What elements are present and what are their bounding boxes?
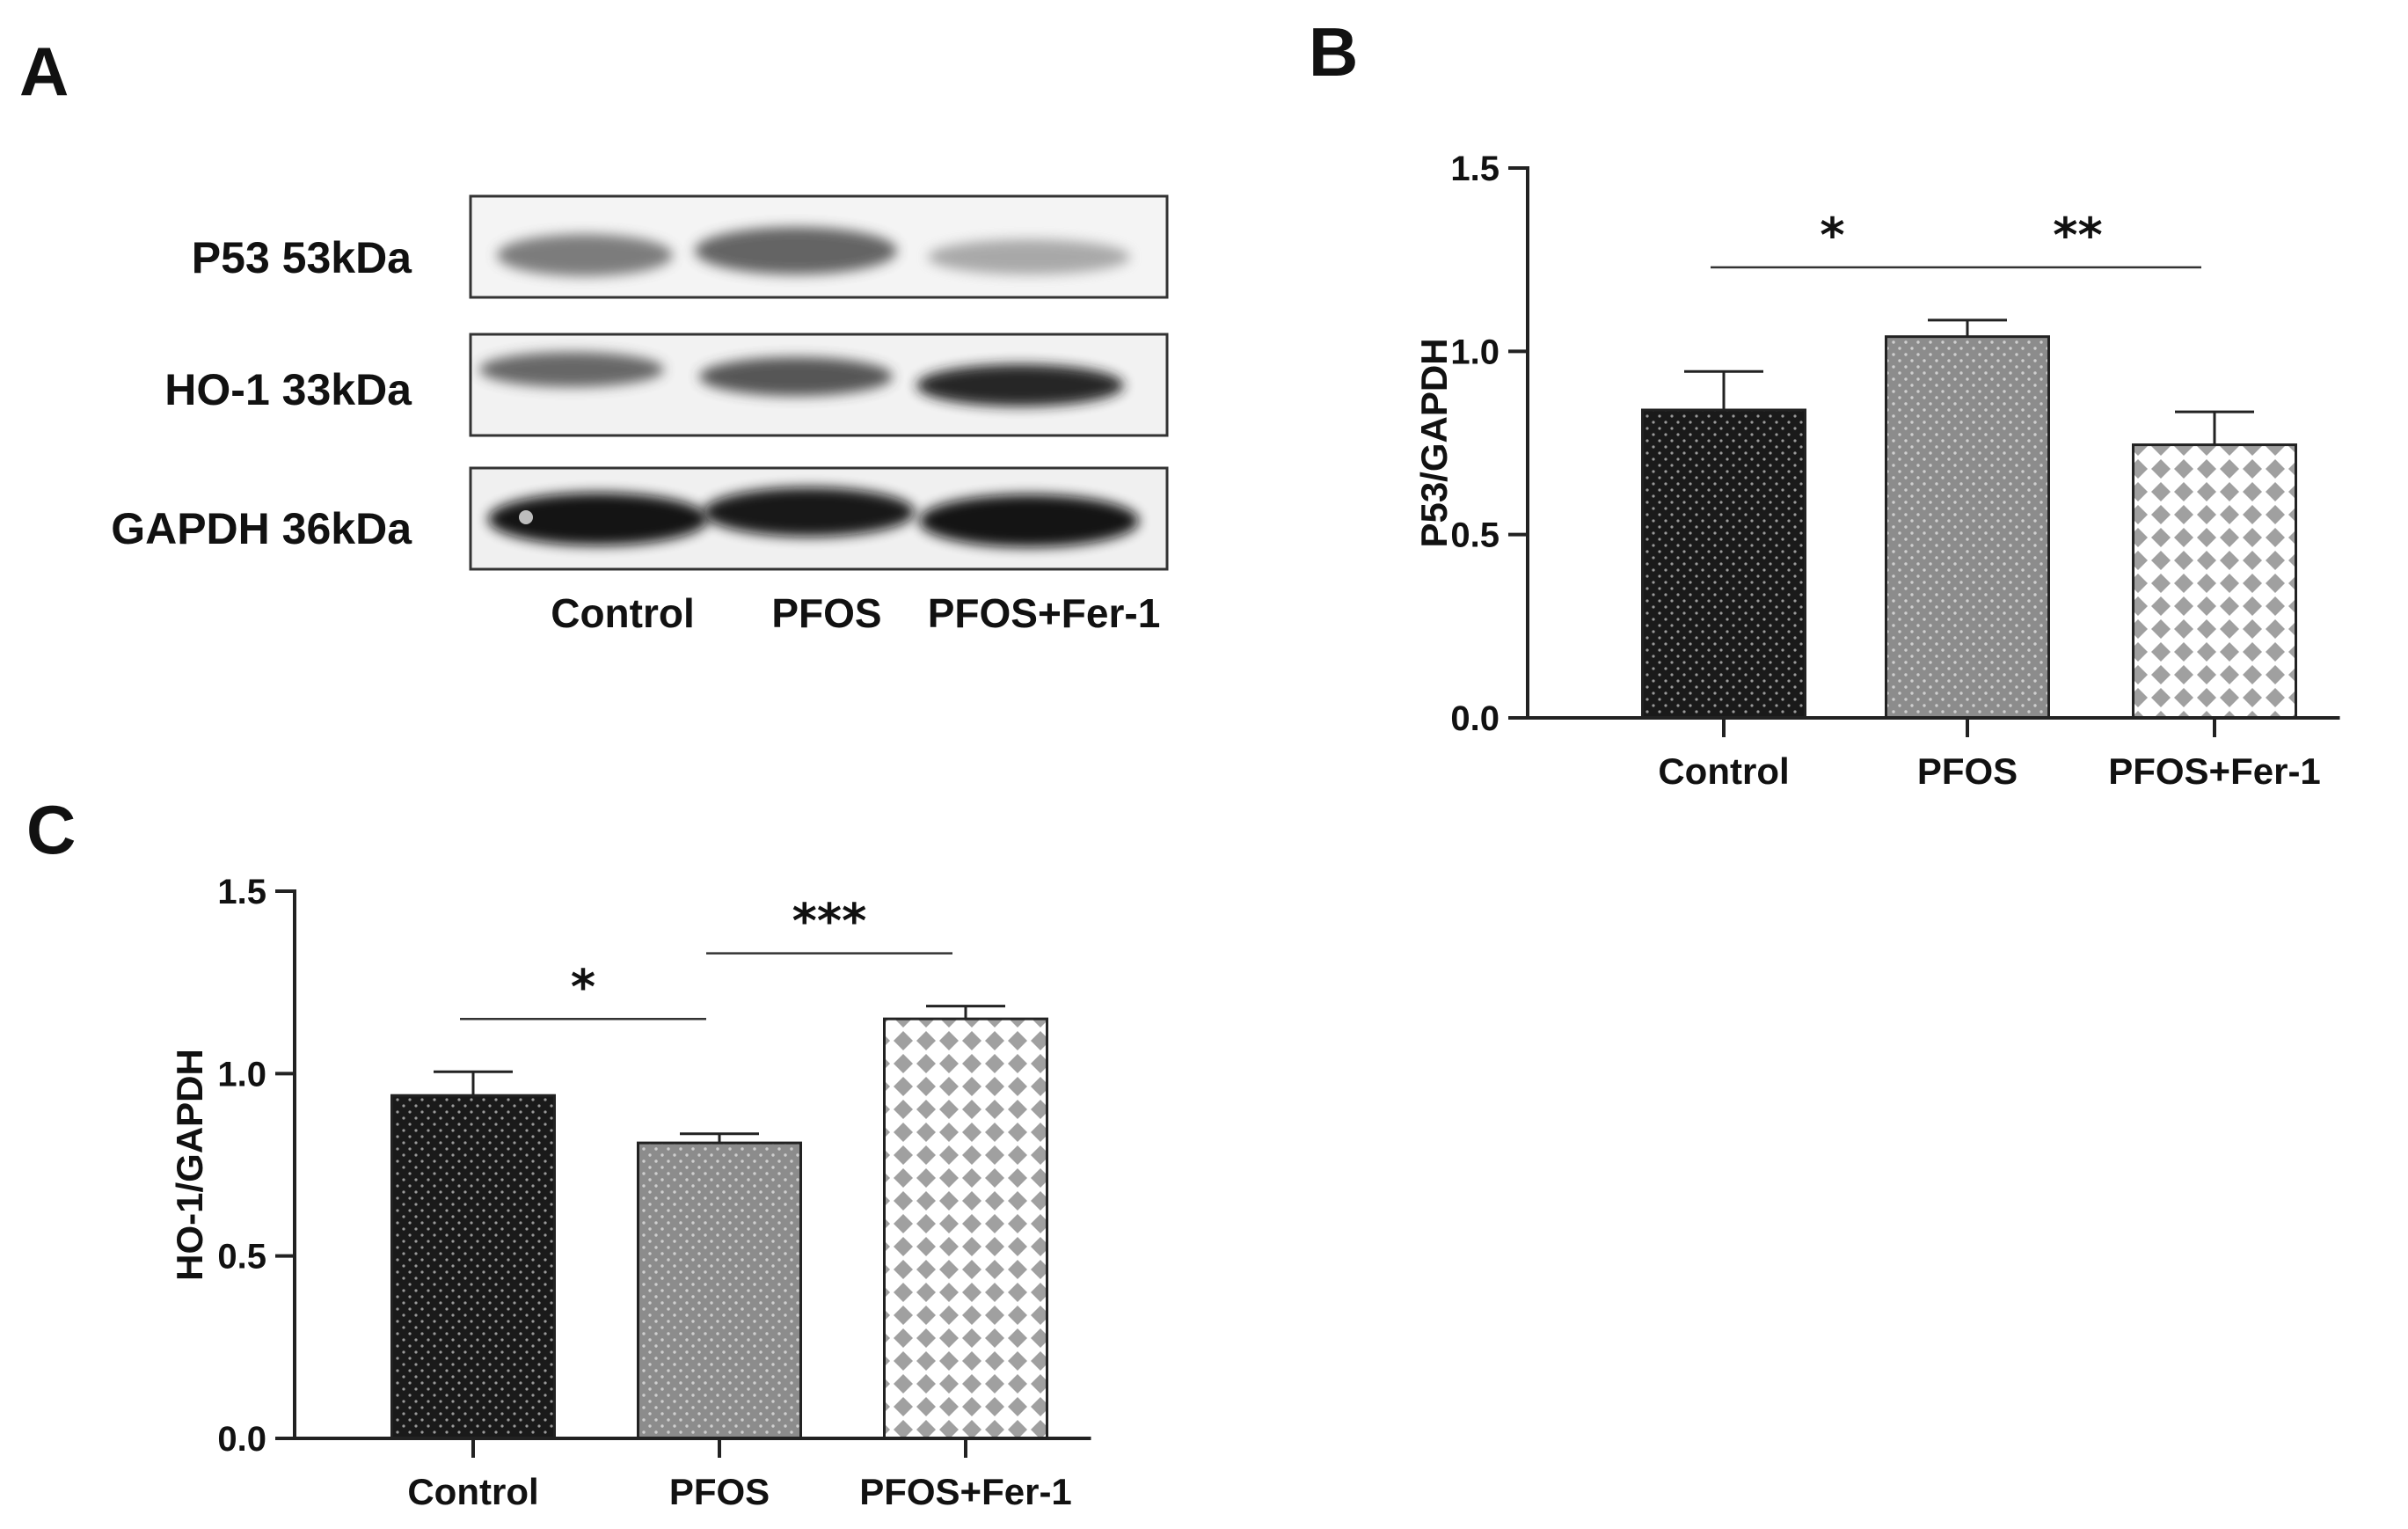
band-p53-control — [497, 234, 673, 276]
band-ho1-control — [479, 352, 664, 387]
significance-b-1: ** — [1954, 208, 2201, 269]
blot-lane-label-fer1: PFOS+Fer-1 — [928, 590, 1161, 636]
significance-c-0: * — [460, 959, 706, 1021]
y-tick-label-c: 0.0 — [217, 1420, 266, 1459]
band-ho1-fer1 — [916, 364, 1124, 406]
blot-strip-p53 — [469, 194, 1169, 299]
y-tick-label-b: 0.0 — [1450, 699, 1500, 738]
bar-pfos-b — [1885, 335, 2050, 720]
significance-label-c-0: * — [571, 959, 595, 1014]
blot-row-label-ho1: HO-1 33kDa — [164, 365, 412, 414]
blot-lane-label-control: Control — [551, 590, 695, 636]
error-bar-pfos-c — [680, 1132, 759, 1144]
blot-row-label-p53: P53 53kDa — [192, 233, 412, 282]
band-p53-fer1 — [928, 239, 1130, 274]
y-axis-title-c: HO-1/GAPDH — [169, 1049, 210, 1281]
error-bar-fer1-b — [2175, 410, 2254, 445]
blot-lane-label-pfos: PFOS — [771, 590, 881, 636]
y-tick-label-c: 0.5 — [217, 1238, 266, 1277]
error-bar-fer1-c — [926, 1005, 1005, 1020]
y-tick-label-c: 1.0 — [217, 1055, 266, 1094]
band-gapdh-fer1 — [919, 494, 1139, 547]
y-tick-label-b: 1.5 — [1450, 150, 1500, 188]
blot-row-label-gapdh: GAPDH 36kDa — [111, 504, 412, 553]
significance-label-c-1: *** — [792, 894, 867, 949]
significance-c-1: *** — [706, 894, 952, 955]
panel-letter-b: B — [1309, 13, 1358, 91]
bar-pfos-c — [637, 1141, 802, 1440]
significance-b-0: * — [1711, 208, 1954, 269]
significance-label-b-1: ** — [2053, 208, 2102, 263]
significance-label-b-0: * — [1820, 208, 1844, 263]
band-gapdh-control — [488, 493, 708, 545]
band-ho1-pfos — [699, 357, 893, 396]
western-blot-panel: P53 53kDa HO-1 33kDa GAPDH 36kDa Control… — [111, 194, 1169, 636]
x-tick-label-pfos-b: PFOS — [1917, 750, 2018, 792]
bar-control-b — [1641, 408, 1806, 720]
bar-fer1-c — [883, 1017, 1048, 1440]
x-tick-label-pfos-c: PFOS — [669, 1471, 770, 1512]
x-tick-label-control-c: Control — [407, 1471, 538, 1512]
x-tick-label-fer1-b: PFOS+Fer-1 — [2108, 750, 2321, 792]
blot-strip-ho1 — [469, 333, 1169, 437]
y-axis-title-b: P53/GAPDH — [1413, 338, 1455, 547]
x-tick-label-control-b: Control — [1658, 750, 1789, 792]
y-tick-label-c: 1.5 — [217, 873, 266, 911]
bar-fer1-b — [2132, 443, 2297, 720]
error-bar-control-b — [1684, 369, 1763, 410]
y-tick-label-b: 0.5 — [1450, 516, 1500, 555]
x-tick-label-fer1-c: PFOS+Fer-1 — [859, 1471, 1072, 1512]
chart-ho1-gapdh: 0.0 0.5 1.0 1.5 Control PFOS PFOS+Fer-1 HO-1/GA… — [169, 873, 1091, 1512]
chart-p53-gapdh: 0.0 0.5 1.0 1.5 Control PFOS PFOS+Fer-1 P53/GAP… — [1413, 150, 2340, 792]
band-gapdh-pfos — [704, 487, 915, 537]
panel-letter-a: A — [19, 33, 69, 110]
panel-letter-c: C — [26, 791, 76, 868]
blot-strip-gapdh — [469, 466, 1169, 571]
bar-control-c — [390, 1094, 556, 1440]
band-p53-pfos — [695, 227, 897, 274]
y-tick-label-b: 1.0 — [1450, 333, 1500, 371]
error-bar-pfos-b — [1928, 318, 2007, 337]
error-bar-control-c — [434, 1070, 513, 1096]
